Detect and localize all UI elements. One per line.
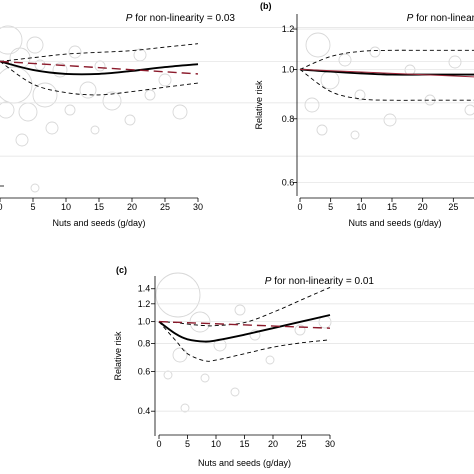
study-bubble [124, 114, 136, 126]
study-bubble [305, 32, 331, 58]
study-bubble [448, 55, 462, 69]
study-bubble [52, 62, 68, 78]
study-bubble [158, 73, 172, 87]
x-tick-label: 10 [211, 439, 221, 449]
study-bubble [0, 66, 33, 104]
study-bubble [304, 97, 320, 113]
study-bubble [18, 102, 38, 122]
y-tick-label: 1.2 [138, 299, 151, 309]
series-line-dashed-black-upper [158, 286, 331, 327]
study-bubble [234, 304, 246, 316]
study-bubble [15, 133, 29, 147]
study-bubble [350, 130, 360, 140]
x-axis-label: Nuts and seeds (g/day) [198, 458, 291, 468]
study-bubble [338, 53, 352, 67]
study-bubble [369, 46, 381, 58]
study-bubble [0, 25, 23, 55]
x-tick-label: 20 [268, 439, 278, 449]
y-tick-label: 0.8 [282, 114, 295, 124]
series-line-dashed-black-lower [0, 61, 199, 96]
x-tick-label: 25 [448, 202, 458, 212]
x-tick-label: 20 [418, 202, 428, 212]
study-bubble [90, 125, 100, 135]
study-bubble [26, 36, 44, 54]
x-tick-label: 30 [325, 439, 335, 449]
study-bubble [180, 403, 190, 413]
study-bubble [316, 124, 328, 136]
series-line-dashed-black-lower [158, 321, 331, 362]
study-bubble [30, 183, 40, 193]
y-axis-label: Relative risk [113, 331, 123, 381]
chart-panel-2: 0.6 0.8 1.0 1.2 0 5 10 15 20 25 Nuts and seeds (g/… [254, 1, 474, 228]
study-bubble [200, 373, 210, 383]
x-tick-label: 0 [297, 202, 302, 212]
chart-panel-1: 0 5 10 15 20 25 30 Nuts and seeds (g/day) P for … [0, 13, 474, 228]
study-bubble [133, 48, 147, 62]
x-tick-label: 20 [127, 202, 137, 212]
x-tick-label: 0 [0, 202, 3, 212]
study-bubble [32, 82, 58, 108]
y-tick-label: 1.2 [282, 24, 295, 34]
y-tick-label: 0.6 [138, 367, 151, 377]
study-bubble [79, 81, 97, 99]
study-bubble [94, 60, 106, 72]
x-tick-label: 25 [160, 202, 170, 212]
x-tick-label: 5 [328, 202, 333, 212]
y-tick-label: 0.8 [138, 338, 151, 348]
y-axis-label: Relative risk [254, 80, 264, 130]
x-tick-label: 10 [356, 202, 366, 212]
study-bubble [34, 59, 46, 71]
series-line-dashed-red-linear [0, 60, 199, 75]
y-tick-label: 1.4 [138, 284, 151, 294]
study-bubble [172, 347, 188, 363]
study-bubble [45, 121, 59, 135]
panel-label: (c) [116, 265, 127, 275]
study-bubble [354, 89, 366, 101]
nonlinearity-annotation: P for non-linearity = 0.03 [126, 13, 236, 24]
study-bubble [383, 113, 397, 127]
x-tick-label: 15 [387, 202, 397, 212]
study-bubble [102, 91, 122, 111]
study-bubble [68, 45, 82, 59]
study-bubble [464, 104, 474, 116]
y-tick-label: 0.6 [282, 177, 295, 187]
x-tick-label: 15 [94, 202, 104, 212]
y-tick-label: 1.0 [282, 64, 295, 74]
series-line-solid-black [158, 314, 331, 343]
chart-panel-3: 0.4 0.6 0.8 1.0 1.2 1.4 0 5 10 15 20 25 30 Nuts and s… [113, 265, 474, 468]
study-bubble [144, 89, 156, 101]
x-tick-label: 30 [193, 202, 203, 212]
series-line-dashed-black-upper [299, 49, 474, 70]
x-tick-label: 0 [156, 439, 161, 449]
study-bubble [230, 387, 240, 397]
series-line-solid-black [299, 68, 474, 76]
study-bubble [320, 70, 340, 90]
study-bubble [265, 355, 275, 365]
panel-label: (b) [260, 1, 272, 11]
nonlinearity-annotation: P for non-linear [407, 13, 474, 24]
x-tick-label: 10 [61, 202, 71, 212]
series-line-solid-black [0, 60, 199, 76]
x-tick-label: 25 [296, 439, 306, 449]
study-bubble [163, 370, 173, 380]
nonlinearity-annotation: P for non-linearity = 0.01 [265, 276, 375, 287]
series-line-solid-red-linear [299, 68, 474, 78]
study-bubble [249, 329, 261, 341]
x-tick-label: 5 [185, 439, 190, 449]
x-axis-label: Nuts and seeds (g/day) [52, 218, 145, 228]
study-bubble [0, 101, 15, 119]
x-tick-label: 15 [239, 439, 249, 449]
series-line-dashed-black-upper [0, 43, 199, 62]
study-bubble [294, 324, 306, 336]
study-bubble [155, 272, 201, 318]
y-tick-label: 0.4 [138, 406, 151, 416]
study-bubble [172, 104, 188, 120]
x-axis-label: Nuts and seeds (g/day) [348, 218, 441, 228]
series-line-dashed-black-lower [299, 69, 474, 101]
series-line-dashed-red-linear [158, 320, 331, 329]
x-tick-label: 5 [30, 202, 35, 212]
study-bubble [64, 104, 76, 116]
y-tick-label: 1.0 [138, 317, 151, 327]
